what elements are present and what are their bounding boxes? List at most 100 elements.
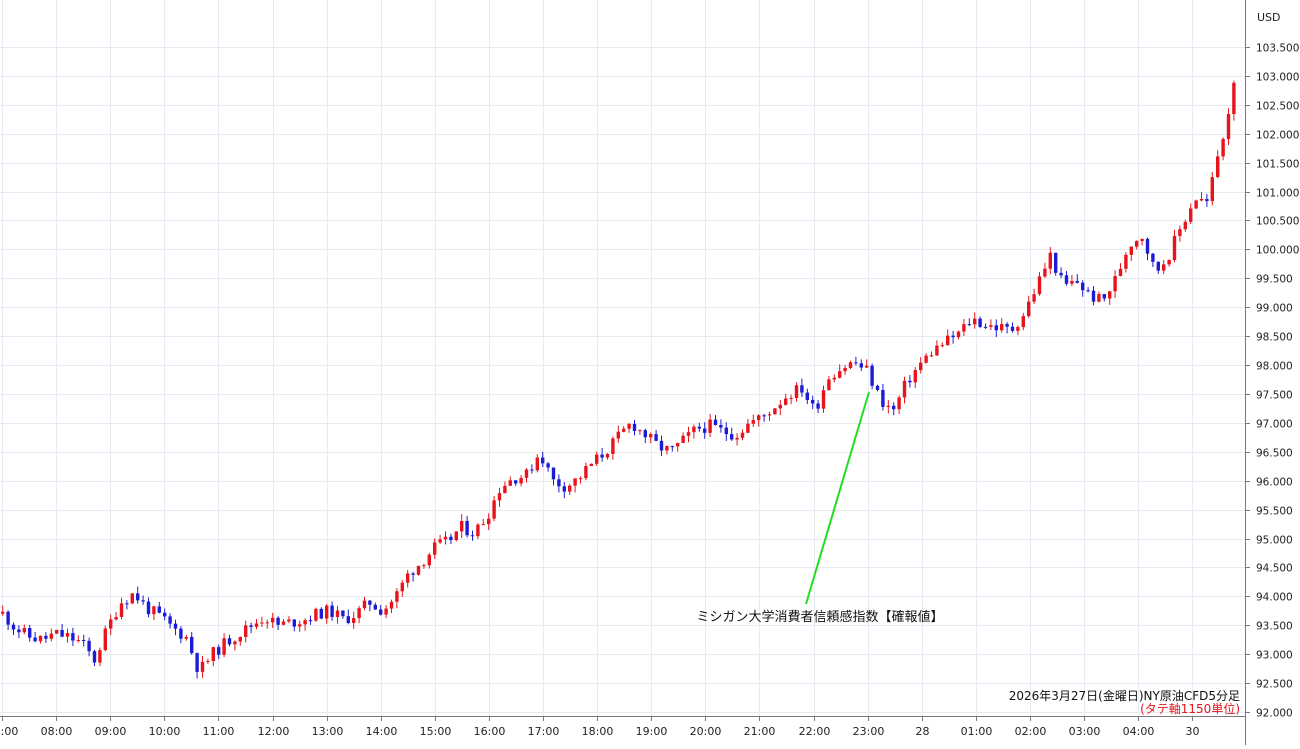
candles (1, 80, 1236, 679)
candle-body (643, 430, 647, 438)
candle-body (352, 618, 356, 623)
annotation-label: ミシガン大学消費者信頼感指数【確報値】 (696, 609, 943, 625)
candle-body (368, 600, 372, 605)
candle-body (1016, 327, 1020, 331)
candle-body (1205, 198, 1209, 202)
candle-body (956, 331, 961, 338)
annotation: ミシガン大学消費者信頼感指数【確報値】 (696, 391, 944, 625)
x-tick-label: 02:00 (1015, 725, 1047, 738)
x-tick-label: 16:00 (474, 725, 506, 738)
candle-body (481, 524, 485, 526)
x-tick-label: 14:00 (366, 725, 398, 738)
candle-body (551, 467, 556, 480)
candle-body (109, 619, 113, 629)
candle-body (1021, 316, 1025, 328)
candle-body (778, 404, 782, 409)
y-tick-label: 103.500 (1256, 43, 1299, 55)
x-tick-label: 17:00 (528, 725, 560, 738)
candle-body (616, 431, 620, 439)
candle-body (632, 423, 637, 431)
x-tick-label: 08:00 (41, 725, 73, 738)
candle-body (762, 415, 766, 417)
y-tick-label: 97.000 (1256, 419, 1293, 431)
candle-body (627, 423, 631, 429)
y-tick-label: 101.000 (1256, 188, 1299, 200)
candle-body (44, 635, 48, 639)
candle-body (1010, 326, 1015, 331)
candle-body (757, 415, 761, 421)
candle-body (622, 428, 626, 432)
candle-body (546, 463, 550, 468)
annotation-line (805, 391, 870, 605)
candle-body (514, 480, 518, 484)
candle-body (308, 620, 313, 622)
candle-body (1091, 290, 1096, 302)
candle-body (1005, 324, 1009, 327)
x-tick-label: 23:00 (853, 725, 885, 738)
currency-label: USD (1257, 11, 1281, 24)
x-tick-label: 28 (916, 725, 930, 738)
caption-scale-note: (タテ軸1150単位) (1140, 701, 1240, 716)
y-tick-label: 102.500 (1256, 101, 1299, 113)
candle-body (38, 635, 43, 642)
candle-body (800, 385, 804, 393)
candle-body (994, 325, 998, 331)
candle-body (686, 432, 691, 436)
candle-body (973, 318, 977, 325)
candle-body (827, 379, 831, 391)
candle-body (724, 427, 728, 435)
candle-body (49, 633, 53, 639)
candle-body (530, 469, 534, 471)
candle-body (1124, 254, 1128, 269)
candle-body (87, 640, 91, 652)
y-tick-label: 94.000 (1256, 592, 1293, 604)
x-tick-label: 07:00 (0, 725, 18, 738)
candle-body (1064, 275, 1069, 284)
candle-body (281, 621, 286, 625)
y-tick-label: 93.500 (1256, 621, 1293, 633)
candle-body (1118, 268, 1123, 277)
x-tick-label: 12:00 (258, 725, 290, 738)
candle-body (341, 610, 345, 617)
candle-body (541, 457, 545, 464)
candle-body (519, 477, 523, 484)
candle-body (276, 617, 280, 625)
candle-body (654, 434, 658, 441)
candle-body (875, 385, 880, 390)
candle-body (929, 355, 934, 357)
candle-body (524, 469, 529, 478)
candle-body (1162, 264, 1166, 271)
y-tick-label: 102.000 (1256, 130, 1299, 142)
candle-body (362, 600, 367, 609)
candle-body (924, 355, 928, 363)
candle-body (740, 432, 745, 438)
candle-body (292, 619, 296, 627)
candle-body (76, 639, 80, 641)
candle-body (1129, 246, 1133, 255)
candle-body (865, 365, 869, 368)
candle-body (400, 582, 404, 592)
candle-body (589, 463, 593, 467)
candle-body (492, 500, 496, 519)
y-tick-label: 95.000 (1256, 535, 1293, 547)
y-tick-label: 93.000 (1256, 650, 1293, 662)
candle-body (357, 608, 361, 619)
y-tick-label: 95.500 (1256, 506, 1293, 518)
candle-body (1, 611, 5, 614)
candle-body (1232, 82, 1236, 115)
candle-body (794, 385, 799, 398)
candle-body (562, 486, 566, 492)
candle-body (222, 638, 226, 655)
candle-body (1086, 290, 1090, 292)
candle-body (919, 362, 923, 371)
candle-body (287, 619, 291, 622)
y-tick-label: 92.000 (1256, 708, 1293, 720)
candle-body (249, 625, 253, 627)
candle-body (330, 605, 334, 617)
x-tick-label: 19:00 (636, 725, 668, 738)
candle-body (125, 603, 129, 605)
candle-body (119, 603, 124, 617)
candle-body (325, 605, 329, 619)
time-axis: 07:00 08:00 09:00 10:00 11:00 12:00 13:00 14:00… (0, 716, 1200, 738)
